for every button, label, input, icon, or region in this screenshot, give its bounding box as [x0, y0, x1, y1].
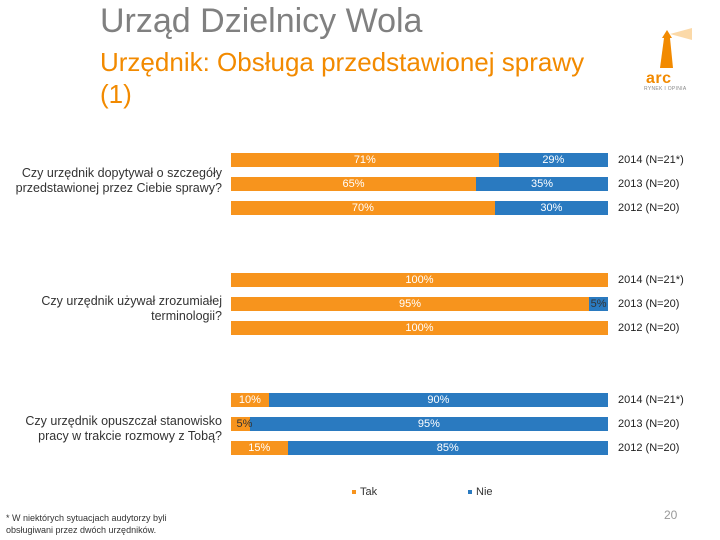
question-1-label: Czy urzędnik dopytywał o szczegóły przed… [15, 166, 222, 195]
question-3-label: Czy urzędnik opuszczał stanowisko pracy … [25, 414, 222, 443]
data-label-nie: 30% [540, 202, 563, 214]
bar-tak [231, 153, 499, 167]
data-label-nie: 5% [590, 298, 607, 310]
legend-nie-label: Nie [476, 486, 493, 498]
question-2-label: Czy urzędnik używał zrozumiałej terminol… [41, 294, 222, 323]
bar-nie [589, 297, 608, 311]
logo-text: arc [646, 70, 672, 87]
bar-row-q3-3: 15% 85% [231, 441, 608, 455]
data-label-nie: 90% [427, 394, 450, 406]
bar-row-q1-2: 65% 35% [231, 177, 608, 191]
data-label-nie: 35% [531, 178, 554, 190]
legend-tak-label: Tak [360, 486, 378, 498]
bar-nie [287, 441, 608, 455]
bar-tak [231, 201, 495, 215]
bar-row-q2-2: 95% 5% [231, 297, 608, 311]
bar-tak [231, 393, 269, 407]
row-label-q2-2: 2013 (N=20) [618, 298, 680, 310]
row-label-q1-3: 2012 (N=20) [618, 202, 680, 214]
data-label-tak: 10% [238, 394, 261, 406]
logo-tagline: RYNEK I OPINIA [644, 86, 687, 92]
data-label-tak: 100% [405, 274, 434, 286]
data-label-tak: 70% [351, 202, 374, 214]
bar-tak [231, 177, 477, 191]
legend-tak: Tak [352, 486, 377, 498]
bar-nie [498, 153, 608, 167]
bar-nie [494, 201, 608, 215]
bar-row-q3-1: 10% 90% [231, 393, 608, 407]
data-label-tak: 71% [353, 154, 376, 166]
page-subtitle: Urzędnik: Obsługa przedstawionej sprawy … [100, 47, 585, 109]
data-label-tak: 65% [342, 178, 365, 190]
row-label-q2-3: 2012 (N=20) [618, 322, 680, 334]
legend-nie-swatch [468, 490, 472, 495]
bar-tak [231, 441, 288, 455]
data-label-tak: 5% [236, 418, 253, 430]
bar-row-q2-1: 100% [231, 273, 608, 287]
page-title: Urząd Dzielnicy Wola [100, 2, 423, 40]
bar-tak [231, 273, 608, 287]
bar-tak [231, 297, 590, 311]
bar-row-q2-3: 100% [231, 321, 608, 335]
page-number: 20 [664, 508, 678, 522]
footnote: * W niektórych sytuacjach audytorzy byli… [6, 513, 167, 535]
bar-nie [249, 417, 608, 431]
data-label-nie: 95% [417, 418, 440, 430]
data-label-tak: 15% [248, 442, 271, 454]
row-label-q3-3: 2012 (N=20) [618, 442, 680, 454]
data-label-tak: 95% [399, 298, 422, 310]
row-label-q3-1: 2014 (N=21*) [618, 394, 684, 406]
bar-row-q1-1: 71% 29% [231, 153, 608, 167]
bar-tak [231, 417, 250, 431]
legend-nie: Nie [468, 486, 493, 498]
row-label-q2-1: 2014 (N=21*) [618, 274, 684, 286]
data-label-nie: 29% [542, 154, 565, 166]
legend-tak-swatch [352, 490, 356, 495]
row-label-q1-1: 2014 (N=21*) [618, 154, 684, 166]
data-label-tak: 100% [405, 322, 434, 334]
arc-logo: arc RYNEK I OPINIA [640, 28, 696, 94]
row-label-q1-2: 2013 (N=20) [618, 178, 680, 190]
bar-row-q1-3: 70% 30% [231, 201, 608, 215]
data-label-nie: 85% [436, 442, 459, 454]
lighthouse-icon [660, 28, 692, 68]
bar-row-q3-2: 5% 95% [231, 417, 608, 431]
bar-nie [268, 393, 608, 407]
row-label-q3-2: 2013 (N=20) [618, 418, 680, 430]
bar-tak [231, 321, 608, 335]
bar-nie [476, 177, 608, 191]
